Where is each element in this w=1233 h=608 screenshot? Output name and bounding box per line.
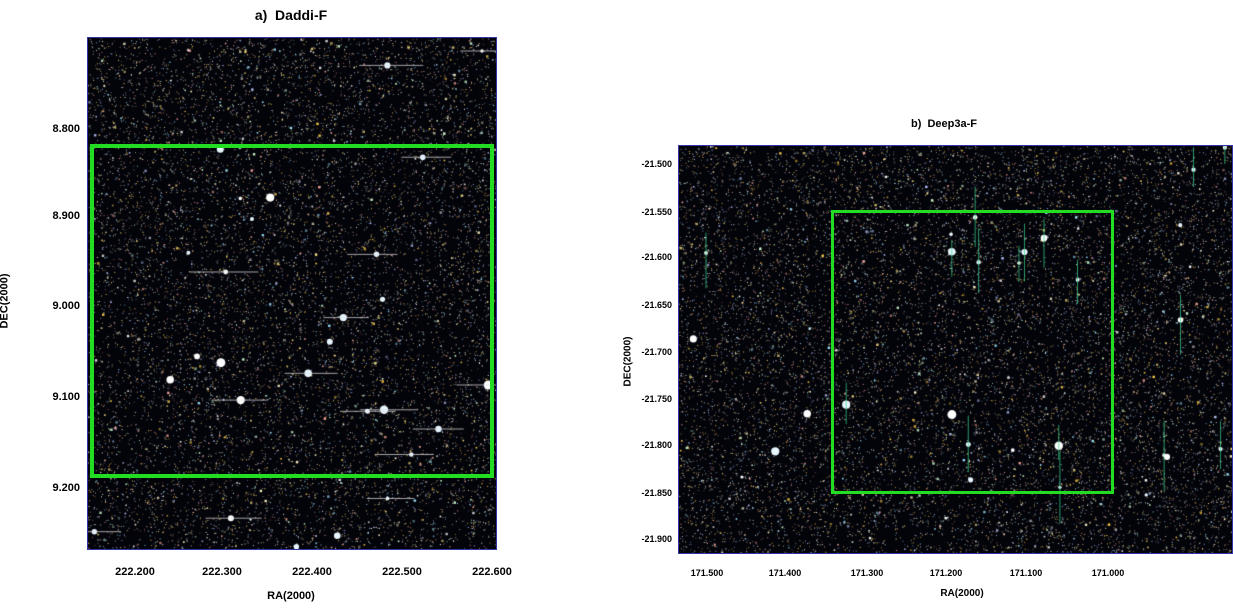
- panel-a-y-tick-label: 9.100: [52, 391, 80, 404]
- panel-b-x-tick-label: 171.200: [929, 568, 963, 578]
- panel-b-x-tick-label: 171.000: [1091, 568, 1125, 578]
- panel-a-y-tick-label: 9.200: [52, 482, 80, 495]
- panel-b-x-tick-label: 171.100: [1009, 568, 1043, 578]
- panel-a-x-tick-label: 222.200: [115, 566, 155, 578]
- panel-b-sky-image: [678, 145, 1233, 554]
- panel-a-x-tick-label: 222.500: [382, 566, 422, 578]
- panel-a-x-tick-label: 222.400: [292, 566, 332, 578]
- panel-a-y-axis-label: DEC(2000): [0, 273, 11, 329]
- panel-b-y-tick-label: -21.800: [641, 439, 672, 450]
- panel-b-y-tick-label: -21.850: [641, 487, 672, 498]
- panel-b-y-tick-label: -21.550: [641, 206, 672, 217]
- panel-a-y-tick-label: 9.000: [52, 300, 80, 313]
- panel-b-y-tick-label: -21.700: [641, 346, 672, 357]
- panel-b-highlight-box: [831, 210, 1114, 494]
- panel-a-y-tick-label: 8.800: [52, 123, 80, 136]
- panel-b-y-tick-label: -21.650: [641, 299, 672, 310]
- panel-a-x-tick-label: 222.300: [202, 566, 242, 578]
- panel-b-y-axis-label: DEC(2000): [622, 336, 634, 387]
- panel-a-y-tick-label: 8.900: [52, 210, 80, 223]
- panel-b-x-axis-label: RA(2000): [940, 588, 984, 599]
- panel-a-x-axis-label: RA(2000): [267, 590, 315, 602]
- panel-b-y-tick-label: -21.500: [641, 158, 672, 169]
- panel-b-x-tick-label: 171.500: [690, 568, 724, 578]
- panel-a-highlight-box: [90, 144, 494, 478]
- panel-b-y-tick-label: -21.900: [641, 533, 672, 544]
- panel-a-sky-image: [87, 37, 497, 550]
- panel-b-x-tick-label: 171.300: [850, 568, 884, 578]
- panel-b-x-tick-label: 171.400: [768, 568, 802, 578]
- panel-a-title: a) Daddi-F: [254, 7, 328, 23]
- panel-b-y-tick-label: -21.750: [641, 393, 672, 404]
- panel-b-y-tick-label: -21.600: [641, 251, 672, 262]
- panel-b-title: b) Deep3a-F: [910, 118, 978, 130]
- panel-a-x-tick-label: 222.600: [472, 566, 512, 578]
